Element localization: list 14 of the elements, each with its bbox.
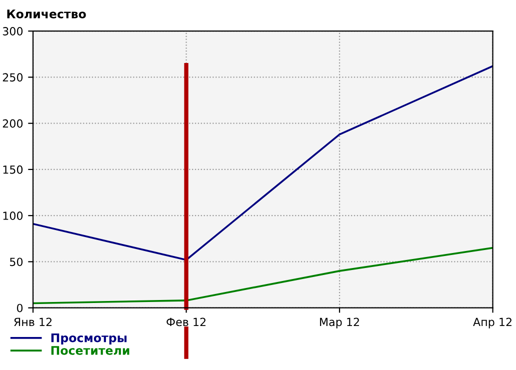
y-tick-label: 0	[16, 304, 23, 312]
y-tick-label: 300	[2, 27, 23, 36]
x-tick-label: Янв 12	[14, 318, 52, 326]
legend-label: Просмотры	[51, 333, 127, 345]
y-tick-label: 150	[3, 165, 23, 174]
x-tick-label: Мар 12	[320, 318, 359, 328]
x-tick-label: Апр 12	[473, 318, 512, 328]
x-tick-label: Фев 12	[166, 318, 206, 326]
legend-label: Посетители	[51, 346, 130, 355]
y-tick-label: 200	[2, 119, 23, 128]
y-axis-title: Количество	[7, 10, 86, 18]
y-tick-label: 250	[2, 73, 23, 82]
y-tick-label: 100	[3, 212, 23, 220]
y-tick-label: 50	[10, 258, 23, 266]
